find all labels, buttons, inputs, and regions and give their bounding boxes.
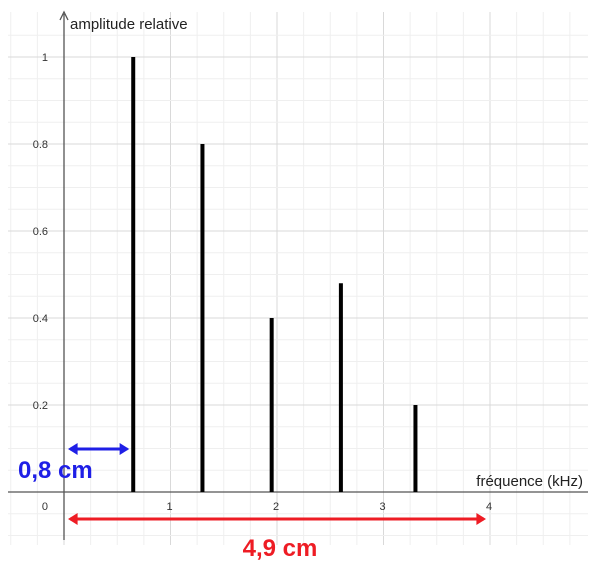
y-tick-label: 1 — [42, 52, 48, 64]
x-tick-label: 4 — [486, 501, 492, 513]
annotations — [68, 443, 486, 525]
x-tick-label: 2 — [273, 501, 279, 513]
y-axis-label: amplitude relative — [70, 16, 188, 33]
grid — [8, 12, 588, 545]
red-measure-arrow-head-left — [68, 513, 78, 525]
origin-label: 0 — [42, 501, 48, 513]
y-tick-label: 0.4 — [33, 313, 48, 325]
tick-labels: 0.2 0.4 0.6 0.8 1 1 2 3 4 — [33, 52, 492, 513]
y-tick-label: 0.6 — [33, 226, 48, 238]
y-tick-label: 0.2 — [33, 400, 48, 412]
red-measure-arrow-head-right — [476, 513, 486, 525]
axes — [8, 10, 588, 540]
x-tick-label: 1 — [166, 501, 172, 513]
y-axis-arrowhead — [59, 10, 69, 21]
red-annotation-label: 4,9 cm — [243, 535, 318, 562]
x-tick-label: 3 — [379, 501, 385, 513]
blue-annotation-label: 0,8 cm — [18, 457, 93, 484]
bars — [131, 57, 418, 492]
y-tick-label: 0.8 — [33, 139, 48, 151]
x-axis-label: fréquence (kHz) — [476, 473, 583, 490]
blue-measure-arrow-head-right — [119, 443, 130, 455]
blue-measure-arrow-head-left — [68, 443, 78, 455]
